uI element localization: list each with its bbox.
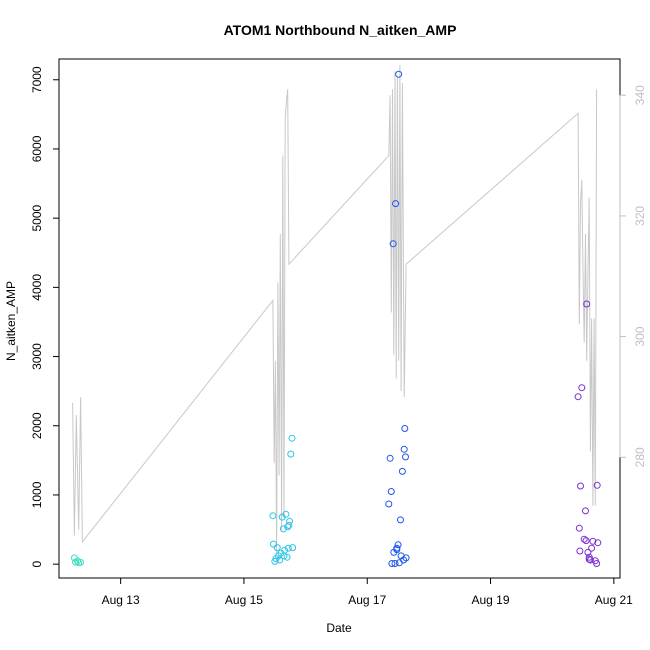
- y-axis: 0 1000 2000 3000 4000 5000 6000 7000: [30, 66, 60, 568]
- data-point: [574, 393, 582, 401]
- x-tick-label: Aug 21: [595, 593, 633, 607]
- data-point: [593, 560, 601, 567]
- data-point: [582, 537, 590, 545]
- data-point: [578, 384, 586, 392]
- data-point: [583, 300, 591, 308]
- plot-frame: [58, 58, 621, 579]
- data-point: [389, 240, 397, 248]
- data-point: [285, 521, 293, 529]
- data-point: [584, 548, 592, 556]
- y-tick-label: 3000: [30, 343, 44, 370]
- data-point: [288, 434, 296, 442]
- x-tick-label: Aug 15: [225, 593, 263, 607]
- data-point: [287, 450, 295, 458]
- data-point: [270, 540, 277, 548]
- y-tick-label: 0: [30, 561, 44, 568]
- x-axis-label: Date: [326, 621, 352, 635]
- data-points: [70, 70, 602, 567]
- x-tick-label: Aug 19: [472, 593, 510, 607]
- data-point: [400, 445, 408, 453]
- secondary-line: [72, 64, 598, 554]
- data-point: [582, 507, 589, 515]
- data-point: [402, 453, 409, 461]
- y-tick-label: 6000: [30, 135, 44, 162]
- data-point: [387, 488, 395, 495]
- data-point: [588, 544, 596, 552]
- data-point: [395, 70, 403, 78]
- x-tick-label: Aug 17: [348, 593, 386, 607]
- data-point: [280, 552, 288, 560]
- y-tick-label: 5000: [30, 204, 44, 231]
- data-point: [391, 560, 399, 567]
- right-y-tick-label: 320: [633, 206, 647, 226]
- data-point: [386, 454, 394, 462]
- data-point: [289, 544, 297, 552]
- x-tick-label: Aug 13: [102, 593, 140, 607]
- data-point: [284, 544, 292, 552]
- data-point: [283, 553, 291, 561]
- data-point: [575, 524, 583, 532]
- data-point: [286, 517, 294, 525]
- data-point: [593, 481, 601, 489]
- x-axis: Aug 13 Aug 15 Aug 17 Aug 19 Aug 21: [102, 577, 633, 607]
- data-point: [577, 482, 584, 490]
- y-axis-label: N_aitken_AMP: [4, 281, 18, 361]
- y-tick-label: 1000: [30, 481, 44, 508]
- y-tick-label: 2000: [30, 412, 44, 439]
- data-point: [397, 516, 404, 524]
- right-y-tick-label: 280: [633, 447, 647, 467]
- data-point: [276, 556, 284, 564]
- data-point: [580, 535, 588, 543]
- data-point: [269, 512, 277, 520]
- secondary-series-line: [72, 64, 598, 554]
- data-point: [576, 547, 584, 555]
- data-point: [586, 556, 594, 564]
- data-point: [395, 559, 403, 567]
- data-point: [77, 558, 85, 566]
- data-point: [385, 500, 393, 508]
- data-point: [589, 537, 597, 545]
- data-point: [402, 554, 410, 562]
- data-point: [398, 467, 406, 475]
- data-point: [388, 560, 396, 567]
- y-tick-label: 7000: [30, 66, 44, 93]
- data-point: [282, 510, 290, 518]
- data-point: [401, 425, 409, 432]
- data-point: [585, 555, 593, 563]
- data-point: [594, 539, 602, 547]
- right-y-tick-label: 300: [633, 326, 647, 346]
- data-point: [279, 525, 287, 533]
- chart-title: ATOM1 Northbound N_aitken_AMP: [224, 22, 457, 38]
- y-tick-label: 4000: [30, 274, 44, 301]
- data-point: [273, 544, 281, 552]
- data-point: [393, 546, 401, 554]
- right-y-axis: 280 300 320 340: [619, 85, 647, 467]
- right-y-tick-label: 340: [633, 85, 647, 105]
- data-point: [394, 541, 402, 549]
- data-point: [392, 200, 400, 208]
